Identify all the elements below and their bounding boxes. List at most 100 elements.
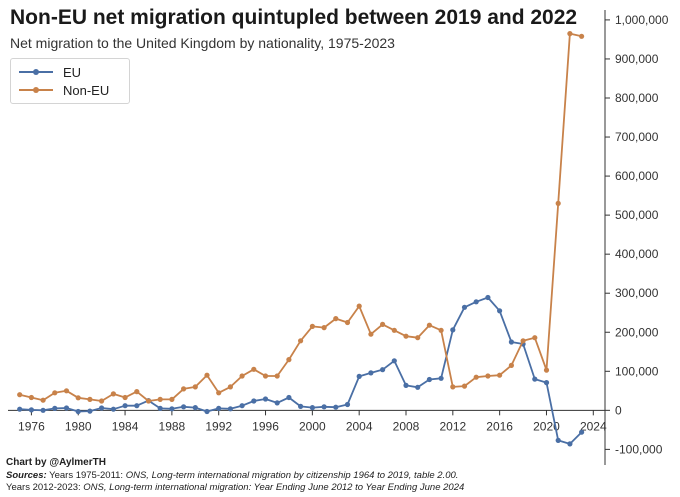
point-non-eu [134, 389, 140, 395]
point-non-eu [87, 396, 93, 402]
point-non-eu [298, 338, 304, 344]
source1-prefix: Years 1975-2011: [49, 470, 124, 481]
x-tick-label: 2004 [346, 419, 373, 433]
point-eu [403, 382, 409, 388]
legend-item-eu[interactable]: EU [19, 64, 81, 80]
y-tick-label: 1,000,000 [615, 13, 669, 27]
point-eu [169, 406, 175, 412]
point-non-eu [251, 366, 257, 372]
point-eu [485, 294, 491, 301]
point-eu [543, 380, 550, 386]
x-tick-label: 1976 [18, 419, 45, 433]
point-non-eu [40, 397, 46, 403]
plot-area: 1976 1980 1984 1988 1992 1996 2000 2004 2008 2012… [8, 10, 669, 465]
y-tick-label: 600,000 [615, 169, 659, 183]
point-non-eu [438, 327, 444, 333]
point-eu [181, 404, 187, 410]
point-non-eu [321, 325, 327, 331]
point-eu [333, 404, 339, 410]
point-eu [555, 437, 561, 443]
source-line-1: Sources: Years 1975-2011: ONS, Long-term… [6, 470, 458, 481]
point-eu [368, 370, 374, 376]
x-tick-label: 1988 [159, 419, 186, 433]
point-non-eu [485, 373, 491, 379]
point-eu [17, 406, 23, 412]
y-tick-label: 0 [615, 403, 622, 417]
point-eu [122, 403, 128, 409]
point-non-eu [403, 333, 409, 339]
point-eu [286, 394, 292, 401]
point-non-eu [333, 316, 339, 322]
point-non-eu [145, 398, 152, 404]
point-non-eu [227, 384, 233, 390]
point-non-eu [99, 398, 105, 404]
point-eu [579, 429, 585, 435]
source2-text: ONS, Long-term international migration: … [83, 482, 465, 493]
point-eu [110, 406, 116, 412]
point-non-eu [567, 30, 573, 37]
point-non-eu [391, 327, 397, 333]
point-non-eu [555, 200, 561, 206]
x-tick-label: 1996 [252, 419, 279, 433]
point-non-eu [356, 303, 362, 309]
point-non-eu [75, 395, 81, 401]
point-non-eu [157, 396, 163, 402]
point-non-eu [262, 373, 269, 379]
point-eu [274, 400, 280, 406]
x-tick-label: 2020 [533, 419, 560, 433]
point-non-eu [181, 386, 187, 392]
legend-swatch-non-eu [19, 87, 53, 93]
point-eu [415, 384, 421, 390]
point-eu [497, 308, 503, 314]
point-non-eu [497, 372, 503, 378]
point-eu [426, 376, 432, 383]
point-non-eu [63, 388, 70, 394]
chart-credit: Chart by @AylmerTH [6, 457, 106, 468]
point-eu [251, 398, 257, 404]
point-eu [438, 375, 444, 381]
point-non-eu [169, 396, 175, 402]
point-eu [204, 408, 210, 415]
point-non-eu [216, 390, 222, 396]
y-tick-label: -100,000 [615, 442, 663, 456]
legend-dot-non-eu [33, 87, 39, 93]
point-eu [508, 339, 514, 345]
point-eu [134, 403, 140, 409]
point-non-eu [380, 321, 386, 327]
point-non-eu [274, 373, 280, 379]
point-non-eu [508, 362, 514, 368]
point-non-eu [239, 373, 245, 379]
point-non-eu [579, 33, 585, 39]
point-eu [321, 404, 327, 410]
y-tick-label: 400,000 [615, 247, 659, 261]
point-eu [40, 407, 46, 413]
y-tick-label: 700,000 [615, 130, 659, 144]
point-eu [192, 405, 198, 411]
point-non-eu [28, 394, 34, 401]
legend-item-non-eu[interactable]: Non-EU [19, 82, 109, 98]
x-tick-label: 1992 [205, 419, 232, 433]
chart-title: Non-EU net migration quintupled between … [10, 6, 578, 29]
legend-dot-eu [33, 69, 39, 75]
source-line-2: Years 2012-2023: ONS, Long-term internat… [6, 482, 464, 493]
point-non-eu [110, 391, 116, 397]
point-non-eu [532, 335, 538, 341]
point-eu [298, 403, 304, 409]
point-non-eu [122, 394, 128, 401]
point-non-eu [520, 338, 526, 344]
x-tick-label: 2016 [486, 419, 513, 433]
point-eu [450, 327, 456, 333]
point-eu [461, 304, 468, 310]
legend-label-eu: EU [63, 64, 82, 80]
point-eu [157, 405, 163, 411]
point-non-eu [17, 392, 23, 398]
y-tick-label: 200,000 [615, 325, 659, 339]
point-non-eu [286, 357, 292, 363]
point-eu [344, 401, 351, 408]
point-non-eu [52, 390, 58, 396]
point-eu [63, 405, 70, 411]
point-non-eu [309, 323, 315, 329]
point-non-eu [473, 374, 479, 380]
x-tick-label: 2024 [580, 419, 607, 433]
